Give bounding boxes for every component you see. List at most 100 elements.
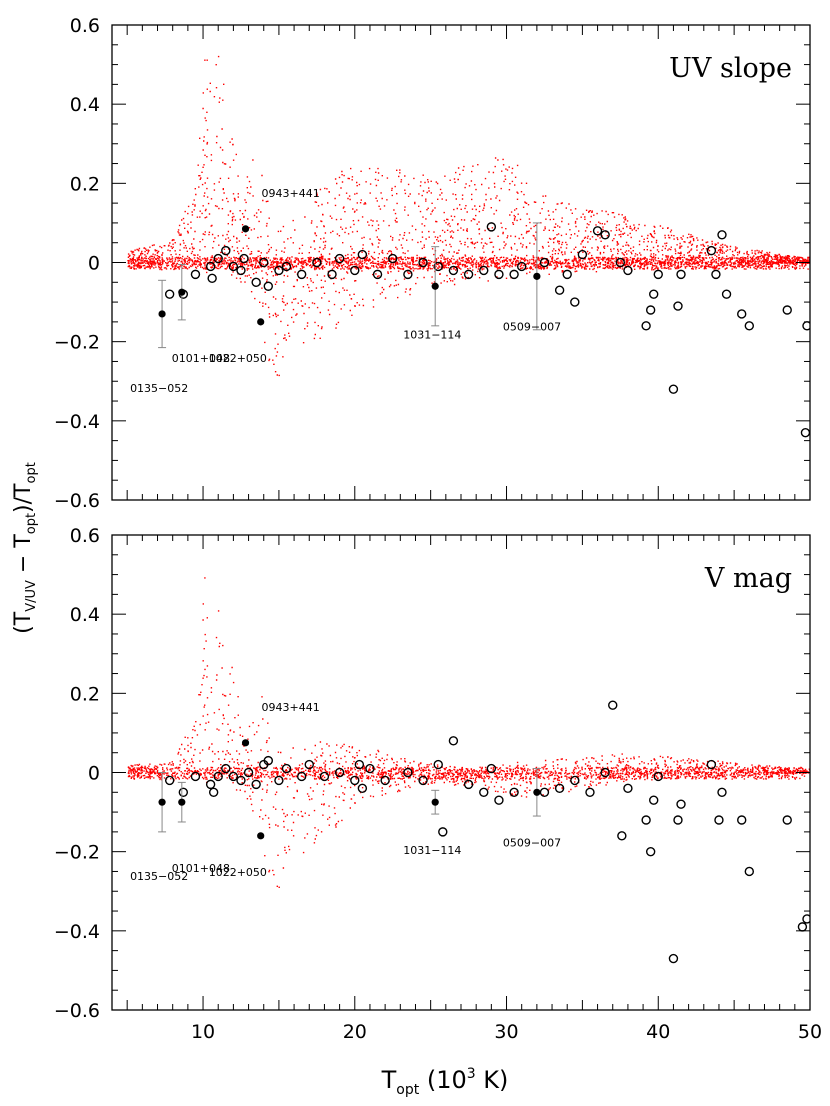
- open-point: [706, 759, 717, 770]
- filled-point: [241, 739, 250, 747]
- open-point: [190, 771, 201, 782]
- y-tick-label: −0.6: [54, 1000, 100, 1022]
- open-point: [554, 783, 565, 794]
- open-point: [737, 815, 747, 825]
- open-point: [653, 269, 663, 280]
- star-label: 1031−114: [403, 328, 461, 341]
- open-point: [653, 771, 663, 782]
- observed-filled: 0135−052 0101+048 0943+441 1022+050 1031−114…: [130, 187, 561, 395]
- open-point: [463, 779, 474, 790]
- open-point: [372, 269, 383, 280]
- open-point: [800, 428, 810, 438]
- open-point: [213, 771, 223, 782]
- open-point: [164, 775, 175, 786]
- open-point: [645, 846, 656, 857]
- open-point: [649, 795, 659, 805]
- x-axis-label: Topt (103 K): [381, 1066, 509, 1098]
- open-point: [721, 289, 732, 299]
- open-point: [438, 827, 448, 837]
- open-point: [554, 285, 565, 295]
- y-tick-label: 0: [88, 253, 100, 275]
- open-point: [433, 261, 443, 272]
- star-label: 1022+050: [209, 866, 267, 879]
- open-point: [706, 245, 717, 256]
- open-point: [388, 253, 398, 264]
- open-point: [615, 257, 626, 268]
- open-point: [296, 269, 307, 280]
- open-point: [797, 922, 808, 932]
- y-tick-label: 0.4: [70, 94, 100, 116]
- star-label: 0135−052: [130, 382, 188, 395]
- open-point: [649, 289, 659, 299]
- open-point: [608, 700, 618, 710]
- open-point: [380, 775, 390, 786]
- open-point: [600, 767, 610, 778]
- filled-point: [257, 832, 265, 840]
- x-tick-label: 10: [191, 1021, 215, 1043]
- open-point: [207, 273, 217, 284]
- filled-point: [533, 788, 541, 796]
- open-point: [717, 230, 727, 240]
- open-point: [228, 261, 239, 272]
- open-point: [668, 384, 679, 394]
- open-point: [494, 269, 504, 280]
- star-label: 1022+050: [209, 352, 267, 365]
- open-point: [357, 783, 368, 794]
- y-tick-label: 0.2: [70, 683, 100, 705]
- filled-point: [431, 798, 439, 806]
- model-cloud: [127, 55, 810, 377]
- filled-point: [158, 310, 166, 318]
- open-point: [239, 253, 249, 264]
- open-point: [251, 779, 261, 790]
- open-point: [448, 265, 459, 276]
- open-point: [717, 787, 727, 797]
- x-tick-label: 50: [798, 1021, 822, 1043]
- open-point: [334, 767, 345, 778]
- model-points: [127, 55, 810, 377]
- open-point: [641, 321, 651, 331]
- open-point: [802, 321, 810, 331]
- open-point: [190, 269, 201, 280]
- open-point: [418, 775, 428, 786]
- open-point: [281, 261, 292, 272]
- open-point: [714, 815, 724, 825]
- open-point: [403, 269, 413, 280]
- open-point: [281, 763, 292, 774]
- open-point: [782, 815, 792, 825]
- open-point: [221, 763, 231, 774]
- panel-label: UV slope: [669, 53, 792, 84]
- open-point: [479, 265, 489, 276]
- open-point: [539, 787, 550, 797]
- panel-label: V mag: [704, 563, 792, 594]
- star-label: 0509−007: [503, 320, 561, 333]
- open-point: [403, 767, 413, 778]
- filled-point: [241, 225, 250, 233]
- open-point: [263, 755, 273, 766]
- open-point: [486, 222, 497, 232]
- open-point: [509, 787, 519, 797]
- chart-panel-0: −0.6−0.4−0.200.20.40.6UV slope0135−05201…: [54, 15, 811, 512]
- y-tick-label: 0.6: [70, 525, 100, 547]
- open-point: [668, 953, 679, 964]
- open-point: [744, 321, 755, 331]
- open-point: [205, 261, 216, 272]
- open-point: [577, 249, 588, 260]
- filled-point: [431, 282, 439, 290]
- filled-point: [533, 272, 541, 280]
- filled-point: [178, 288, 186, 296]
- open-point: [350, 265, 360, 276]
- open-point: [623, 783, 633, 794]
- star-label: 1031−114: [403, 844, 461, 857]
- open-point: [516, 261, 527, 272]
- open-point: [312, 257, 322, 268]
- open-point: [617, 831, 627, 841]
- y-tick-label: 0: [88, 763, 100, 785]
- open-point: [448, 736, 459, 746]
- y-tick-label: −0.2: [54, 842, 100, 864]
- open-point: [494, 795, 504, 805]
- y-tick-label: −0.4: [54, 921, 100, 943]
- open-point: [319, 771, 330, 782]
- open-point: [802, 914, 810, 924]
- open-point: [676, 269, 686, 280]
- open-point: [354, 759, 365, 770]
